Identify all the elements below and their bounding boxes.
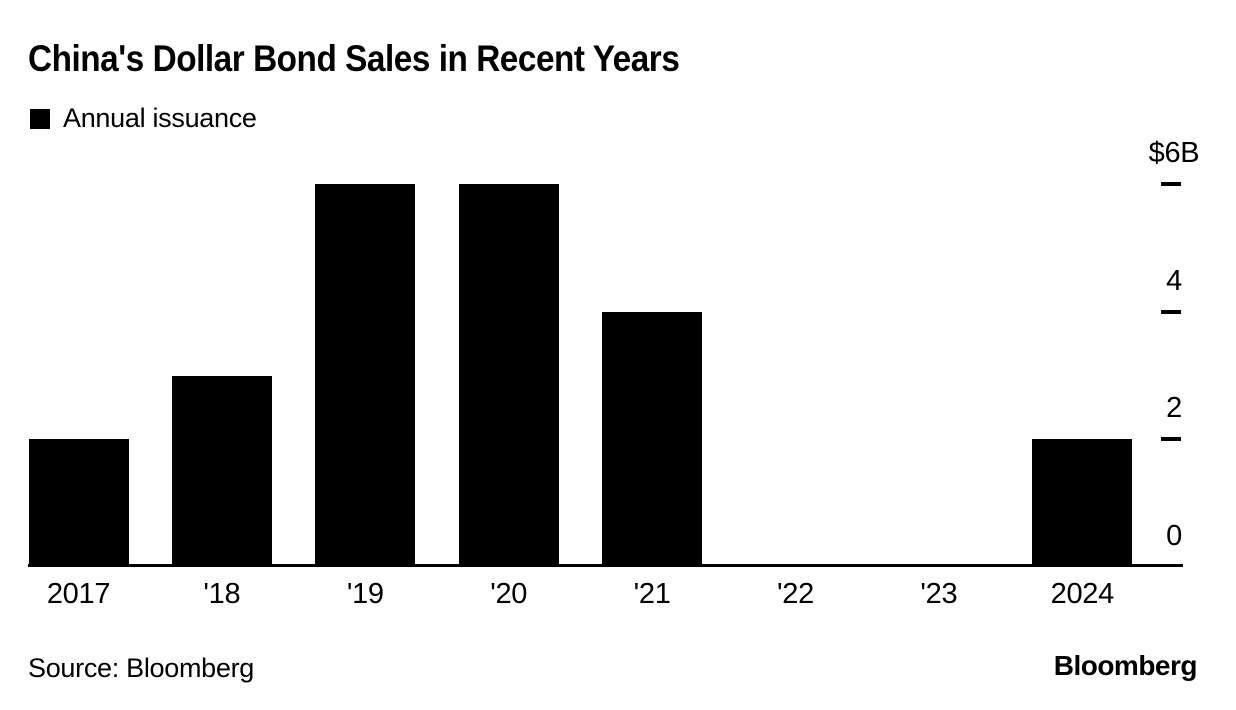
x-tick-label-19: '19 [346,578,384,610]
y-tick-label-0: 0 [1166,520,1182,552]
y-tick-dash-2 [1161,437,1181,442]
legend-swatch [30,108,50,129]
chart-title: China's Dollar Bond Sales in Recent Year… [28,38,680,79]
x-tick-label-20: '20 [490,578,528,610]
y-tick-label-6: $6B [1148,137,1200,170]
y-tick-label-4: 4 [1166,264,1182,297]
bar-19 [315,184,416,567]
bar-21 [602,311,703,567]
x-tick-label-22: '22 [777,578,814,610]
source-note: Source: Bloomberg [28,653,255,683]
x-tick-label-21: '21 [633,578,671,610]
bloomberg-logo: Bloomberg [1053,650,1198,681]
bar-18 [171,375,272,567]
x-tick-label-23: '23 [920,578,958,610]
bar-22 [745,564,846,567]
x-tick-label-2024: 2024 [1050,578,1115,610]
x-tick-label-18: '18 [203,578,241,610]
legend: Annual issuance [30,105,257,132]
bar-2024 [1032,439,1133,567]
bar-20 [458,184,559,567]
bar-2017 [28,439,129,567]
legend-label: Annual issuance [63,103,257,133]
y-tick-dash-6 [1161,182,1181,187]
x-tick-label-2017: 2017 [46,578,111,610]
bar-23 [888,564,989,567]
y-tick-dash-4 [1161,309,1181,314]
y-tick-label-2: 2 [1166,392,1182,425]
